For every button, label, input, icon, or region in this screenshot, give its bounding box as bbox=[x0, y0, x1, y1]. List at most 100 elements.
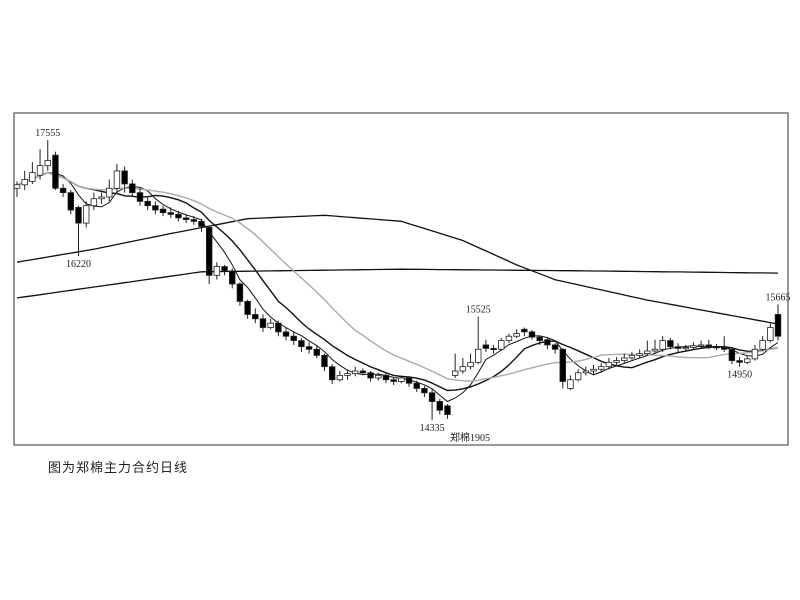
candle-body-up bbox=[98, 196, 105, 200]
candle-body-down bbox=[129, 183, 136, 194]
candle bbox=[467, 353, 474, 370]
candle bbox=[106, 179, 113, 202]
candle bbox=[67, 190, 75, 215]
candle-body-down bbox=[359, 370, 367, 374]
candle-body-up bbox=[44, 160, 51, 167]
candle-body-down bbox=[205, 227, 213, 276]
candle bbox=[428, 388, 436, 421]
candle bbox=[713, 344, 720, 351]
candle-body-up bbox=[682, 347, 689, 350]
candle-body-up bbox=[651, 348, 659, 352]
candle bbox=[505, 333, 513, 344]
candle-body-down bbox=[482, 344, 490, 349]
candle-body-down bbox=[390, 379, 397, 382]
candle-body-up bbox=[475, 348, 482, 363]
candle bbox=[321, 353, 328, 372]
candle-body-down bbox=[282, 331, 290, 337]
candle-body-down bbox=[490, 348, 497, 351]
candle bbox=[205, 226, 213, 285]
candle bbox=[13, 181, 21, 197]
candle-body-up bbox=[590, 368, 597, 372]
price-annotation: 17555 bbox=[35, 128, 60, 139]
candle-body-down bbox=[521, 328, 528, 333]
candle-body-down bbox=[382, 374, 390, 381]
candle-body-up bbox=[36, 165, 44, 176]
candle bbox=[390, 377, 397, 385]
candle-body-up bbox=[744, 358, 751, 363]
candle bbox=[621, 353, 628, 364]
candle-body-down bbox=[305, 346, 313, 350]
candle bbox=[267, 318, 274, 330]
candle bbox=[544, 337, 551, 350]
candle-body-down bbox=[728, 348, 736, 361]
candle-body-down bbox=[328, 366, 336, 381]
candle-body-down bbox=[736, 360, 743, 363]
candle-body-down bbox=[544, 339, 551, 346]
candle-body-down bbox=[720, 347, 728, 350]
candle-body-down bbox=[275, 322, 282, 333]
candle-body-up bbox=[459, 366, 467, 372]
candle bbox=[382, 373, 390, 384]
candle bbox=[229, 268, 236, 289]
candle bbox=[628, 351, 636, 360]
candle bbox=[659, 336, 666, 352]
candle-body-up bbox=[613, 360, 620, 363]
candle-body-down bbox=[667, 340, 674, 348]
candle-body-down bbox=[182, 217, 190, 221]
candle bbox=[352, 366, 359, 377]
candle-body-up bbox=[336, 374, 344, 381]
candle-body-down bbox=[152, 205, 159, 211]
candle-body-up bbox=[605, 361, 613, 368]
candle bbox=[29, 162, 36, 184]
candle bbox=[36, 149, 44, 180]
candle bbox=[75, 205, 82, 257]
candle bbox=[697, 340, 705, 348]
candle-body-up bbox=[636, 353, 643, 356]
candle bbox=[275, 320, 282, 337]
candle-body-up bbox=[697, 344, 705, 347]
candle-body-up bbox=[621, 357, 628, 361]
candle-body-down bbox=[252, 314, 259, 320]
candle bbox=[705, 339, 713, 350]
candle bbox=[482, 339, 490, 352]
candle-body-up bbox=[467, 361, 474, 368]
candle-body-up bbox=[513, 333, 520, 337]
candle bbox=[551, 343, 559, 354]
candle bbox=[259, 314, 267, 332]
candle bbox=[198, 218, 205, 232]
contract-label: 郑棉1905 bbox=[450, 431, 490, 444]
candle-body-up bbox=[113, 170, 121, 189]
candle-body-down bbox=[244, 301, 251, 315]
figure-caption: 图为郑棉主力合约日线 bbox=[48, 461, 189, 476]
candle bbox=[759, 336, 766, 352]
candle bbox=[521, 327, 528, 337]
candle-body-down bbox=[436, 401, 443, 411]
candle bbox=[413, 380, 420, 392]
candle bbox=[636, 349, 643, 358]
candle-body-down bbox=[367, 372, 374, 379]
candle-body-up bbox=[505, 335, 513, 341]
candle bbox=[528, 330, 536, 340]
candle bbox=[44, 139, 51, 171]
candle bbox=[244, 299, 251, 319]
candle-body-up bbox=[767, 327, 774, 341]
candle bbox=[59, 183, 67, 197]
candle-body-down bbox=[444, 405, 451, 415]
candle-body-up bbox=[13, 184, 21, 189]
candle-body-down bbox=[221, 266, 228, 272]
candle bbox=[144, 196, 151, 211]
candle-body-down bbox=[705, 344, 713, 348]
candle-body-down bbox=[190, 219, 197, 222]
price-annotation: 16220 bbox=[66, 259, 91, 270]
candle bbox=[313, 344, 320, 358]
candle bbox=[182, 214, 190, 224]
candle-body-up bbox=[451, 370, 459, 376]
candle bbox=[690, 342, 697, 350]
price-annotation: 14950 bbox=[727, 370, 752, 381]
candle bbox=[290, 331, 297, 345]
candle-body-down bbox=[136, 192, 144, 202]
candle bbox=[598, 363, 605, 373]
candle-body-up bbox=[498, 340, 505, 350]
candle bbox=[667, 337, 674, 350]
